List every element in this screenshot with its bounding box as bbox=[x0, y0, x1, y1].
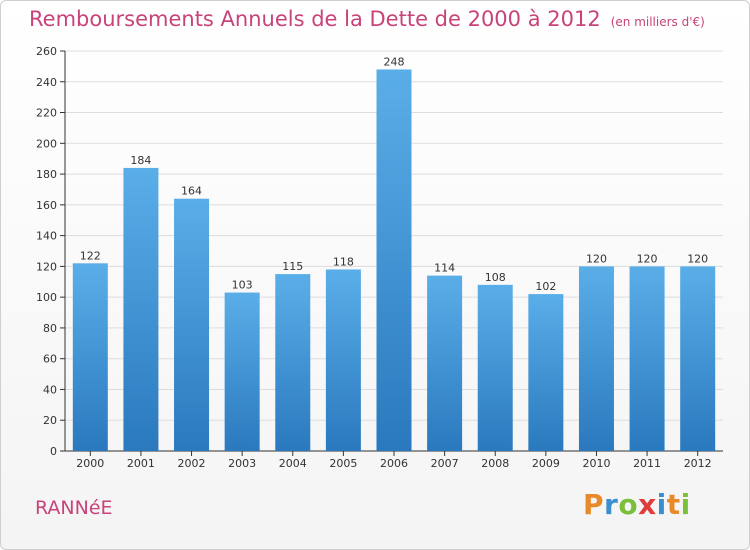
bar-value-label: 164 bbox=[181, 185, 202, 198]
bar-value-label: 122 bbox=[80, 249, 101, 262]
bar bbox=[174, 198, 210, 451]
commune-name: RANNéE bbox=[35, 497, 113, 519]
bar-value-label: 114 bbox=[434, 262, 455, 275]
logo-letter: i bbox=[656, 488, 667, 521]
bar-value-label: 115 bbox=[282, 260, 303, 273]
x-tick-label: 2005 bbox=[329, 457, 357, 470]
y-tick-label: 120 bbox=[36, 260, 57, 273]
bar bbox=[578, 266, 614, 451]
y-tick-label: 0 bbox=[50, 445, 57, 458]
x-tick-label: 2008 bbox=[481, 457, 509, 470]
y-tick-label: 180 bbox=[36, 168, 57, 181]
y-tick-label: 100 bbox=[36, 291, 57, 304]
bar-value-label: 184 bbox=[130, 154, 151, 167]
proxiti-logo[interactable]: Proxiti bbox=[583, 488, 691, 521]
bar bbox=[477, 284, 513, 451]
x-tick-label: 2001 bbox=[127, 457, 155, 470]
bar-value-label: 102 bbox=[535, 280, 556, 293]
bar bbox=[376, 69, 412, 451]
bar-value-label: 108 bbox=[485, 271, 506, 284]
chart-title-text: Remboursements Annuels de la Dette de 20… bbox=[29, 7, 601, 31]
chart-subtitle: (en milliers d'€) bbox=[610, 15, 705, 29]
x-tick-label: 2010 bbox=[582, 457, 610, 470]
y-tick-label: 200 bbox=[36, 137, 57, 150]
bar bbox=[275, 274, 311, 451]
y-tick-label: 20 bbox=[43, 414, 57, 427]
x-tick-label: 2009 bbox=[532, 457, 560, 470]
y-tick-label: 260 bbox=[36, 45, 57, 58]
y-tick-label: 60 bbox=[43, 353, 57, 366]
logo-letter: t bbox=[666, 488, 681, 521]
logo-letter: P bbox=[583, 488, 605, 521]
x-tick-label: 2007 bbox=[431, 457, 459, 470]
bar-value-label: 118 bbox=[333, 255, 354, 268]
x-tick-label: 2011 bbox=[633, 457, 661, 470]
logo-letter: i bbox=[680, 488, 691, 521]
bar bbox=[72, 263, 108, 451]
bar bbox=[427, 275, 463, 451]
bar-value-label: 248 bbox=[384, 55, 405, 68]
x-tick-label: 2006 bbox=[380, 457, 408, 470]
y-tick-label: 140 bbox=[36, 230, 57, 243]
x-tick-label: 2012 bbox=[684, 457, 712, 470]
bar bbox=[528, 294, 564, 451]
logo-letter: r bbox=[604, 488, 619, 521]
bar bbox=[123, 167, 159, 451]
bar-value-label: 120 bbox=[586, 252, 607, 265]
x-tick-label: 2000 bbox=[76, 457, 104, 470]
bar bbox=[629, 266, 665, 451]
x-tick-label: 2002 bbox=[178, 457, 206, 470]
bar bbox=[224, 292, 260, 451]
y-tick-label: 40 bbox=[43, 383, 57, 396]
bar-value-label: 103 bbox=[232, 279, 253, 292]
bar-value-label: 120 bbox=[637, 252, 658, 265]
y-tick-label: 80 bbox=[43, 322, 57, 335]
y-tick-label: 220 bbox=[36, 107, 57, 120]
bar-value-label: 120 bbox=[687, 252, 708, 265]
y-tick-label: 240 bbox=[36, 76, 57, 89]
logo-letter: x bbox=[638, 488, 657, 521]
bar bbox=[680, 266, 716, 451]
x-tick-label: 2003 bbox=[228, 457, 256, 470]
bar bbox=[325, 269, 361, 451]
x-tick-label: 2004 bbox=[279, 457, 307, 470]
logo-letter: o bbox=[618, 488, 639, 521]
chart-title: Remboursements Annuels de la Dette de 20… bbox=[29, 7, 705, 31]
y-tick-label: 160 bbox=[36, 199, 57, 212]
